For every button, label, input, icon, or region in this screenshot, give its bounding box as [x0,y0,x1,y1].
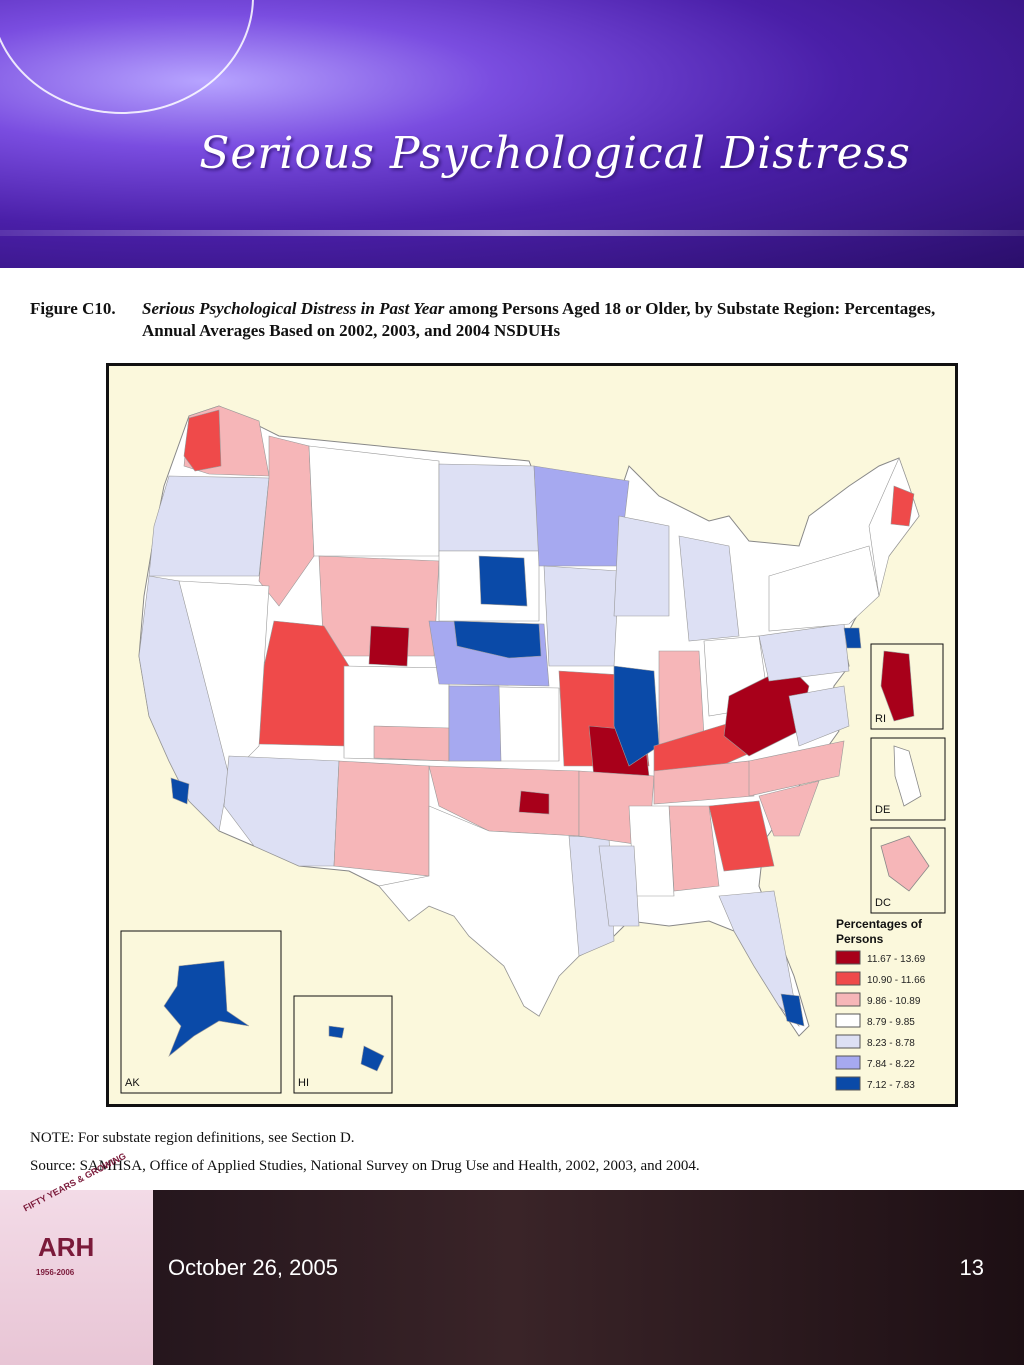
region-iowa [543,565,620,667]
figure-title-italic: Serious Psychological Distress in Past Y… [142,299,445,318]
map-frame: AK HI RI DE DC Percentages of Persons 11… [106,363,958,1107]
logo-years: 1956-2006 [36,1268,75,1277]
region-okc [518,790,550,815]
region-illinois [613,665,660,767]
region-minnesota [533,465,630,567]
region-arizona [223,755,340,867]
region-virginia [788,685,850,747]
region-south-carolina [758,780,820,837]
legend-swatch [835,1055,861,1070]
footer-bar [0,1190,1024,1365]
legend-swatch [835,1013,861,1028]
slide-title: Serious Psychological Distress [199,128,911,179]
region-colorado-south [373,725,450,762]
region-seattle [183,409,222,472]
legend-range-label: 7.84 - 8.22 [867,1059,915,1070]
region-new-mexico [333,760,430,877]
legend-swatch [835,1076,861,1091]
decorative-arc [0,0,254,114]
region-kansas-west [448,685,502,762]
legend-title-line2: Persons [836,932,884,946]
region-dc [880,835,930,892]
region-oregon [148,475,270,577]
region-new-york [768,545,880,632]
figure-panel: Figure C10. Serious Psychological Distres… [0,268,1024,1190]
region-nebraska-blue [453,620,542,659]
region-la [170,777,190,805]
legend-title-line1: Percentages of [836,917,923,931]
decorative-highlight [0,230,1024,236]
region-alaska [163,960,250,1057]
legend-range-label: 8.23 - 8.78 [867,1038,915,1049]
legend-range-label: 11.67 - 13.69 [867,954,926,965]
figure-source: Source: SAMHSA, Office of Applied Studie… [30,1158,700,1174]
arh-logo: FIFTY YEARS & GROWING ARH 1956-2006 [0,1151,153,1365]
legend-range-label: 9.86 - 10.89 [867,996,921,1007]
inset-ri-label: RI [875,713,886,725]
figure-title-line2: Annual Averages Based on 2002, 2003, and… [142,321,561,340]
legend-range-label: 8.79 - 9.85 [867,1017,915,1028]
region-miami [780,993,805,1027]
logo-name: ARH [38,1232,95,1262]
region-wisconsin [613,515,670,617]
region-california [138,575,230,832]
inset-hawaii-frame [293,995,393,1094]
region-tennessee [653,760,755,805]
region-michigan [678,535,740,642]
legend-swatch [835,971,861,986]
region-florida [718,890,800,1027]
inset-hawaii-label: HI [298,1077,309,1089]
legend-range-label: 7.12 - 7.83 [867,1080,915,1091]
region-louisiana [598,845,640,927]
region-north-carolina [748,740,845,797]
figure-note: NOTE: For substate region definitions, s… [30,1130,355,1146]
region-indiana [658,650,705,747]
region-north-dakota [438,463,540,552]
inset-dc-label: DC [875,897,891,909]
region-hawaii [328,1025,385,1072]
figure-caption: Figure C10. Serious Psychological Distres… [30,298,1000,342]
region-de [893,745,922,807]
footer-date: October 26, 2005 [168,1255,339,1280]
us-map: AK HI RI DE DC Percentages of Persons 11… [120,405,946,1094]
region-montana [308,445,440,557]
legend-range-label: 10.90 - 11.66 [867,975,926,986]
region-pennsylvania [758,623,850,682]
region-georgia [708,800,775,872]
inset-alaska-label: AK [125,1077,140,1089]
region-wyoming-hot [368,625,410,667]
legend: Percentages of Persons 11.67 - 13.69 10.9… [835,917,926,1091]
legend-swatch [835,992,861,1007]
page-number: 13 [959,1255,984,1280]
legend-swatch [835,950,861,965]
region-maine-pink [890,485,915,527]
inset-de-label: DE [875,804,890,816]
title-banner [0,0,1024,270]
region-ri [880,650,915,722]
legend-swatch [835,1034,861,1049]
figure-label: Figure C10. [30,299,116,318]
figure-title-rest: among Persons Aged 18 or Older, by Subst… [444,299,936,318]
region-nyc [843,627,862,649]
region-sd-blue [478,555,528,607]
